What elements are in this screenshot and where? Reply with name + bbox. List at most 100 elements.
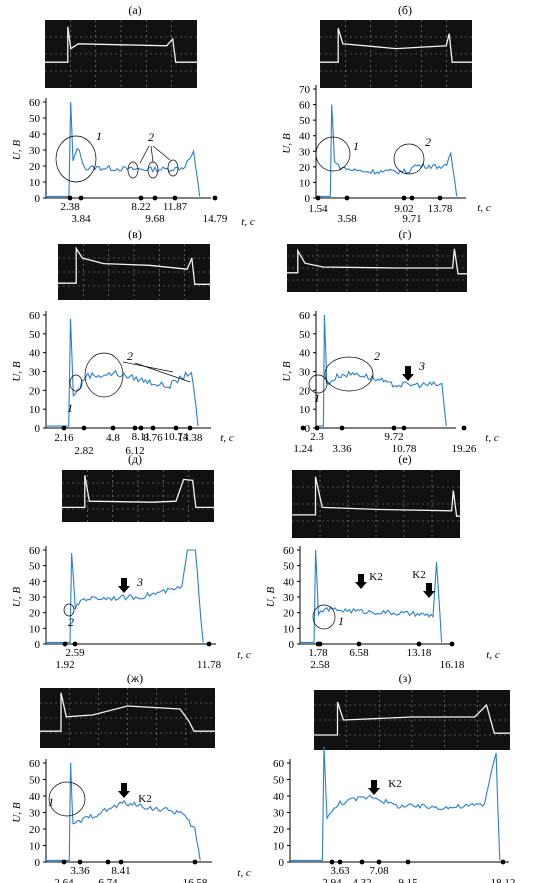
y-tick-label: 0: [305, 423, 311, 435]
y-tick-label: 60: [29, 310, 41, 322]
y-tick-label: 30: [29, 145, 41, 157]
oscillogram-trace: [320, 28, 472, 63]
time-label: 6.58: [349, 647, 369, 659]
annotation-label: K2: [388, 778, 401, 790]
y-tick-label: 40: [283, 576, 295, 588]
time-label: 4.8: [106, 432, 120, 444]
x-axis-label: t, с: [241, 216, 255, 228]
time-marker: [61, 425, 67, 431]
voltage-chart: 0 10 20 30 40 50 60 70 U, В t, с 1.54 9.02 13.78 3.58…: [281, 84, 491, 225]
annotation-line: [134, 362, 191, 383]
time-marker: [78, 195, 84, 201]
voltage-trace: [46, 318, 199, 427]
annotation-line: [122, 361, 174, 373]
y-tick-label: 30: [29, 592, 41, 604]
time-label: 14.79: [203, 213, 228, 225]
y-tick-label: 40: [29, 791, 41, 803]
time-marker: [356, 641, 362, 647]
time-marker: [138, 195, 144, 201]
oscillogram: [58, 244, 210, 300]
y-tick-label: 10: [299, 177, 311, 189]
time-label: 19.26: [452, 443, 477, 455]
time-marker: [72, 641, 78, 647]
y-tick-label: 10: [299, 404, 311, 416]
voltage-chart: 0 10 20 30 40 50 60 U, В t, с 2.3 9.72 1.24 3.36 10.7…: [281, 310, 499, 455]
time-marker: [212, 195, 218, 201]
y-tick-label: 40: [29, 348, 41, 360]
annotations: 1 2 1 2 1 2 1 2 3 2 3 1 K2 K2 1 K2 K2: [48, 129, 435, 817]
y-tick-label: 20: [29, 824, 41, 836]
y-tick-label: 60: [283, 545, 295, 557]
time-marker: [339, 425, 345, 431]
highlight-circle: [324, 356, 374, 392]
time-label: 9.15: [398, 877, 418, 883]
y-tick-label: 10: [283, 623, 295, 635]
time-marker: [67, 195, 73, 201]
down-arrow-icon: [368, 780, 380, 795]
y-tick-label: 20: [29, 385, 41, 397]
time-label: 1.78: [308, 647, 328, 659]
oscillogram-trace: [292, 476, 460, 517]
time-label: 8.76: [143, 432, 163, 444]
y-tick-label: 20: [29, 161, 41, 173]
time-label: 3.36: [70, 865, 90, 877]
voltage-trace: [316, 314, 447, 427]
y-tick-label: 70: [299, 84, 311, 96]
time-marker: [152, 195, 158, 201]
time-label: 6.12: [125, 445, 144, 457]
time-label: 10.74: [164, 431, 189, 443]
voltage-trace: [46, 549, 204, 643]
x-axis-label: t, с: [237, 649, 251, 661]
time-marker: [132, 425, 138, 431]
down-arrow-icon: [355, 574, 367, 589]
oscillogram: [320, 20, 472, 88]
time-marker: [118, 859, 124, 865]
x-axis-label: t, с: [220, 432, 234, 444]
time-marker: [187, 425, 193, 431]
time-label: 16.58: [183, 877, 208, 883]
panel-title: (з): [399, 671, 412, 685]
panel-title: (д): [128, 452, 142, 466]
panel-title: (в): [128, 227, 142, 241]
y-tick-label: 50: [29, 329, 41, 341]
y-tick-label: 0: [35, 857, 41, 869]
annotation-number: 1: [48, 795, 54, 809]
annotation-number: 3: [418, 359, 425, 373]
time-marker: [317, 641, 323, 647]
time-marker: [315, 195, 321, 201]
panel-g: (г) 0 10 20 30 40 50 60 U, В t, с 2.3 9.72 1.24 3.36 1…: [281, 227, 499, 455]
annotation-number: 1: [353, 139, 359, 153]
time-label: 10.78: [392, 443, 417, 455]
voltage-chart: 0 10 20 30 40 50 60 U, В t, с 3.36 8.41 2.64 6.74 16.…: [11, 758, 251, 883]
x-axis-label: t, с: [486, 649, 500, 661]
time-label: 2.3: [310, 431, 324, 443]
y-tick-label: 20: [273, 824, 285, 836]
time-label: 2.94: [322, 877, 342, 883]
y-tick-label: 30: [29, 367, 41, 379]
time-label: 8.41: [111, 865, 130, 877]
y-axis-label: U, В: [281, 361, 293, 381]
time-label: 9.68: [145, 213, 165, 225]
y-tick-label: 50: [29, 113, 41, 125]
time-marker: [344, 195, 350, 201]
y-tick-label: 30: [273, 808, 285, 820]
oscillogram-trace: [287, 248, 467, 275]
time-label: 7.08: [369, 865, 389, 877]
y-tick-label: 60: [29, 758, 41, 770]
time-label: 3.36: [332, 443, 352, 455]
y-tick-label: 60: [299, 100, 311, 112]
voltage-trace: [316, 104, 458, 197]
time-label: 6.74: [98, 877, 118, 883]
voltage-chart: 0 10 20 30 40 50 60 U, В t, с 2.591.92 11.78: [11, 545, 251, 671]
annotation-number: 2: [374, 349, 380, 363]
annotation-number: 2: [127, 349, 133, 363]
oscillogram: [287, 244, 467, 292]
y-tick-label: 60: [29, 545, 41, 557]
panel-zh: (ж) 0 10 20 30 40 50 60 U, В t, с 3.36 8.41 2.64 6.74…: [11, 671, 251, 883]
oscillogram: [45, 20, 197, 88]
time-label: 18.12: [491, 877, 516, 883]
voltage-trace: [290, 746, 501, 861]
y-tick-label: 60: [299, 310, 311, 322]
panel-v: (в) 0 10 20 30 40 50 60 U, В t, с 8.11 10.74 2.16 4.8…: [11, 227, 234, 457]
y-tick-label: 50: [299, 115, 311, 127]
